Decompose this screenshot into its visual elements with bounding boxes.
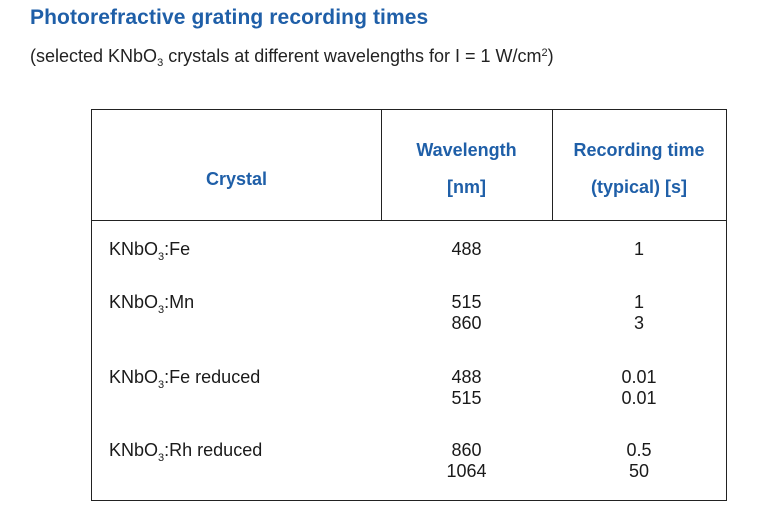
subtitle-text-post: ) (547, 46, 554, 66)
wavelength-value: 860 (451, 313, 482, 333)
wavelength-value: 488 (451, 239, 482, 259)
recording-time-cell: 1 (552, 239, 726, 260)
subtitle-subscript: 3 (157, 57, 164, 69)
recording-time-value: 50 (628, 461, 650, 481)
wavelength-cell: 860 1064 (381, 440, 552, 482)
recording-time-cell: 1 3 (552, 292, 726, 334)
page-title: Photorefractive grating recording times (30, 6, 429, 29)
recording-time-value: 1 (633, 292, 644, 312)
crystal-name: KNbO3:Fe reduced (109, 367, 261, 391)
header-divider-1 (381, 110, 382, 220)
recording-time-cell: 0.5 50 (552, 440, 726, 482)
wavelength-cell: 515 860 (381, 292, 552, 334)
wavelength-value: 515 (451, 292, 482, 312)
wavelength-value: 860 (451, 440, 482, 460)
column-header-recording-time: Recording time (typical) [s] (552, 132, 726, 206)
header-divider-2 (552, 110, 553, 220)
recording-times-table: Crystal Wavelength [nm] Recording time (… (91, 109, 727, 501)
recording-time-cell: 0.01 0.01 (552, 367, 726, 409)
recording-time-value: 1 (633, 239, 644, 259)
column-header-wavelength-line2: [nm] (447, 177, 486, 197)
page-subtitle: (selected KNbO3 crystals at different wa… (30, 46, 554, 69)
subtitle-superscript: 2 (541, 47, 548, 59)
subtitle-text-mid: crystals at different wavelengths for I … (163, 46, 542, 66)
column-header-recording-line1: Recording time (573, 140, 705, 160)
crystal-name: KNbO3:Rh reduced (109, 440, 263, 464)
wavelength-cell: 488 (381, 239, 552, 260)
crystal-name: KNbO3:Fe (109, 239, 191, 263)
crystal-name: KNbO3:Mn (109, 292, 195, 316)
recording-time-value: 0.01 (621, 388, 657, 408)
column-header-crystal: Crystal (205, 169, 268, 189)
subtitle-text-pre: (selected KNbO (30, 46, 158, 66)
wavelength-value: 1064 (446, 461, 487, 481)
wavelength-cell: 488 515 (381, 367, 552, 409)
column-header-wavelength-line1: Wavelength (416, 140, 517, 160)
recording-time-value: 0.01 (621, 367, 657, 387)
column-header-wavelength: Wavelength [nm] (381, 132, 552, 206)
recording-time-value: 3 (633, 313, 644, 333)
wavelength-value: 488 (451, 367, 482, 387)
recording-time-value: 0.5 (626, 440, 652, 460)
header-separator (92, 220, 726, 221)
wavelength-value: 515 (451, 388, 482, 408)
column-header-recording-line2: (typical) [s] (590, 177, 687, 197)
